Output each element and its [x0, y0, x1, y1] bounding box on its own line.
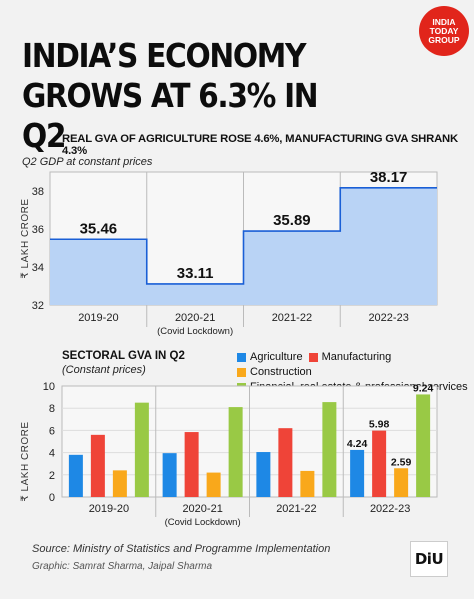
india-today-group-logo: INDIA TODAY GROUP [419, 6, 469, 56]
gdp-y-tick-label: 38 [32, 186, 44, 198]
legend-swatch [237, 382, 246, 392]
sectoral-bar [350, 449, 365, 497]
sectoral-bar [68, 454, 83, 497]
logo-line-3: GROUP [428, 34, 460, 45]
legend-item: Financial, real estate & professional se… [237, 381, 468, 393]
sectoral-bar [162, 453, 177, 497]
legend-item: Agriculture [237, 351, 303, 363]
sectoral-y-tick-label: 0 [49, 492, 55, 504]
sectoral-value-label: 5.98 [369, 419, 390, 431]
sectoral-y-tick-label: 4 [49, 448, 55, 460]
sectoral-bar [372, 430, 387, 497]
legend-label: Manufacturing [321, 351, 392, 363]
legend-label: Agriculture [250, 351, 303, 363]
sectoral-category-label: 2021-22 [276, 503, 316, 515]
sectoral-legend: Agriculture Manufacturing Construction Fina… [237, 351, 472, 396]
gdp-chart-note: Q2 GDP at constant prices [22, 156, 153, 168]
sectoral-category-label: 2019-20 [89, 503, 129, 515]
legend-swatch [308, 352, 318, 362]
legend-label: Financial, real estate & professional se… [250, 381, 468, 393]
gdp-value-label: 35.89 [273, 212, 311, 229]
sectoral-bar [134, 402, 149, 497]
sectoral-bar [184, 432, 199, 497]
legend-swatch [237, 352, 246, 362]
sectoral-category-label: 2020-21 [182, 503, 222, 515]
legend-swatch [237, 367, 246, 377]
gdp-category-label: 2021-22 [272, 312, 312, 324]
sectoral-bar [394, 468, 409, 497]
sectoral-value-label: 2.59 [391, 456, 412, 468]
sectoral-y-tick-label: 8 [49, 403, 55, 415]
gdp-value-label: 35.46 [80, 220, 118, 237]
gdp-category-label: 2022-23 [368, 312, 408, 324]
legend-item: Construction [237, 366, 312, 378]
sectoral-plot-frame [61, 385, 438, 498]
sectoral-y-axis-label: ₹ LAKH CRORE [20, 421, 31, 501]
sectoral-bar [256, 452, 271, 497]
sectoral-category-note: (Covid Lockdown) [165, 517, 241, 528]
sectoral-bar [90, 434, 105, 497]
diu-logo: DiU [410, 541, 448, 577]
headline: INDIA’S ECONOMY GROWS AT 6.3% IN Q2 [22, 36, 319, 155]
gdp-y-tick-label: 34 [32, 262, 44, 274]
sectoral-bar [112, 470, 127, 497]
sectoral-chart-note: (Constant prices) [62, 364, 146, 376]
sectoral-chart-title: SECTORAL GVA IN Q2 [62, 350, 185, 362]
sectoral-bar [278, 428, 293, 497]
logo-line-1: INDIA [432, 16, 456, 27]
gdp-value-label: 38.17 [370, 169, 408, 186]
sectoral-y-tick-label: 6 [49, 425, 55, 437]
diu-logo-text: DiU [414, 550, 444, 568]
gdp-value-label: 33.11 [177, 265, 214, 282]
gdp-step-line [50, 186, 437, 285]
gdp-y-axis-label: ₹ LAKH CRORE [20, 198, 31, 278]
gdp-category-note: (Covid Lockdown) [157, 326, 233, 337]
sectoral-bar [322, 402, 337, 497]
gdp-category-label: 2020-21 [175, 312, 215, 324]
sectoral-bar [300, 470, 315, 497]
sectoral-bar [416, 394, 431, 497]
subheadline: REAL GVA OF AGRICULTURE ROSE 4.6%, MANUF… [62, 133, 458, 157]
sectoral-category-label: 2022-23 [370, 503, 410, 515]
sectoral-y-tick-label: 2 [49, 470, 55, 482]
sectoral-y-tick-label: 10 [43, 381, 55, 393]
graphic-credit: Graphic: Samrat Sharma, Jaipal Sharma [32, 561, 213, 572]
logo-line-2: TODAY [429, 25, 459, 36]
legend-label: Construction [250, 366, 312, 378]
source-note: Source: Ministry of Statistics and Progr… [32, 543, 331, 555]
gdp-step-chart: 32 34 36 38₹ LAKH CRORE 35.46 33.11 35.89 38.17… [20, 169, 438, 337]
sectoral-bar [228, 407, 243, 497]
gdp-y-tick-label: 32 [32, 300, 44, 312]
sectoral-value-label: 4.24 [347, 438, 368, 450]
sectoral-bar [206, 472, 221, 497]
legend-item: Manufacturing [308, 351, 392, 363]
gdp-category-label: 2019-20 [78, 312, 118, 324]
gdp-y-tick-label: 36 [32, 224, 44, 236]
